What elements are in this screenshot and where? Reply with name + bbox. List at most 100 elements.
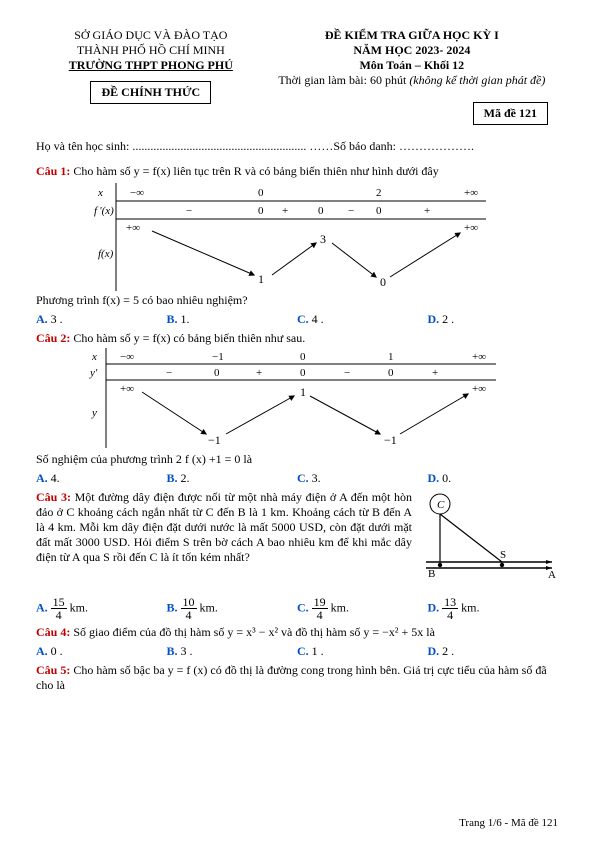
q5-text: Cho hàm số bậc ba y = f (x) có đồ thị là…: [36, 663, 547, 692]
svg-text:+: +: [282, 205, 288, 217]
student-name-field: Họ và tên học sinh: ....................…: [36, 139, 306, 153]
variation-table-2: x y' y −∞ −1 0 1 +∞ − 0 + 0 − 0 + +∞ −1 …: [76, 348, 558, 448]
svg-text:0: 0: [258, 205, 264, 217]
student-id-field: ……Số báo danh: ……………….: [306, 139, 474, 153]
time-italic: (không kể thời gian phát đề): [409, 73, 545, 87]
q3-B: B. 104 km.: [167, 596, 298, 621]
q4-label: Câu 4:: [36, 625, 70, 639]
question-5: Câu 5: Cho hàm số bậc ba y = f (x) có đồ…: [36, 663, 558, 693]
q5-label: Câu 5:: [36, 663, 70, 677]
q1-label: Câu 1:: [36, 164, 70, 178]
svg-text:1: 1: [300, 385, 306, 399]
q4-A: A. 0 .: [36, 644, 167, 659]
svg-text:0: 0: [300, 351, 306, 363]
svg-text:0: 0: [380, 275, 386, 289]
svg-text:0: 0: [318, 205, 324, 217]
exam-page: SỞ GIÁO DỤC VÀ ĐÀO TẠO THÀNH PHỐ HỒ CHÍ …: [0, 0, 594, 843]
svg-text:0: 0: [214, 367, 220, 379]
time-prefix: Thời gian làm bài: 60 phút: [278, 73, 409, 87]
svg-text:+∞: +∞: [472, 383, 486, 395]
svg-text:−1: −1: [212, 351, 224, 363]
svg-text:0: 0: [258, 187, 264, 199]
dept-line-1: SỞ GIÁO DỤC VÀ ĐÀO TẠO: [36, 28, 266, 43]
svg-text:+: +: [424, 205, 430, 217]
q3-text: Một đường dây điện được nối từ một nhà m…: [36, 490, 412, 564]
svg-text:3: 3: [320, 232, 326, 246]
q3-answers: A. 154 km. B. 104 km. C. 194 km. D. 134 …: [36, 596, 558, 621]
svg-text:A: A: [548, 569, 556, 581]
q4-C: C. 1 .: [297, 644, 428, 659]
question-3: Câu 3: Một đường dây điện được nối từ mộ…: [36, 490, 558, 590]
svg-text:−: −: [344, 367, 350, 379]
svg-text:−∞: −∞: [120, 351, 134, 363]
q4-D: D. 2 .: [428, 644, 559, 659]
q2-answers: A. 4. B. 2. C. 3. D. 0.: [36, 471, 558, 486]
q1-B: B. 1.: [167, 312, 298, 327]
official-exam-box: ĐỀ CHÍNH THỨC: [90, 81, 211, 104]
exam-title: ĐỀ KIỂM TRA GIỮA HỌC KỲ I: [266, 28, 558, 43]
svg-text:f(x): f(x): [98, 248, 114, 260]
exam-year: NĂM HỌC 2023- 2024: [266, 43, 558, 58]
svg-text:y': y': [89, 367, 98, 379]
header: SỞ GIÁO DỤC VÀ ĐÀO TẠO THÀNH PHỐ HỒ CHÍ …: [36, 28, 558, 125]
svg-text:B: B: [428, 568, 435, 580]
svg-text:1: 1: [388, 351, 394, 363]
svg-text:x: x: [91, 351, 97, 363]
q4-text: Số giao điểm của đồ thị hàm số y = x³ − …: [70, 625, 435, 639]
dept-line-2: THÀNH PHỐ HỒ CHÍ MINH: [36, 43, 266, 58]
svg-text:0: 0: [388, 367, 394, 379]
svg-text:−: −: [166, 367, 172, 379]
q2-D: D. 0.: [428, 471, 559, 486]
student-info-line: Họ và tên học sinh: ....................…: [36, 139, 558, 154]
q3-A: A. 154 km.: [36, 596, 167, 621]
svg-text:f '(x): f '(x): [94, 205, 114, 217]
svg-text:+∞: +∞: [472, 351, 486, 363]
svg-text:−1: −1: [208, 433, 221, 447]
q3-C: C. 194 km.: [297, 596, 428, 621]
q2-A: A. 4.: [36, 471, 167, 486]
svg-text:0: 0: [300, 367, 306, 379]
q1-text: Cho hàm số y = f(x) liên tục trên R và c…: [70, 164, 438, 178]
svg-text:S: S: [500, 549, 506, 561]
exam-code-box: Mã đề 121: [473, 102, 548, 125]
question-4: Câu 4: Số giao điểm của đồ thị hàm số y …: [36, 625, 558, 640]
svg-text:+: +: [256, 367, 262, 379]
svg-text:x: x: [97, 187, 103, 199]
svg-text:C: C: [437, 499, 445, 511]
q1-A: A. 3 .: [36, 312, 167, 327]
header-left: SỞ GIÁO DỤC VÀ ĐÀO TẠO THÀNH PHỐ HỒ CHÍ …: [36, 28, 266, 125]
q1-post: Phương trình f(x) = 5 có bao nhiêu nghiệ…: [36, 293, 558, 308]
q1-C: C. 4 .: [297, 312, 428, 327]
svg-text:−1: −1: [384, 433, 397, 447]
q2-C: C. 3.: [297, 471, 428, 486]
svg-text:−: −: [186, 205, 192, 217]
svg-text:0: 0: [376, 205, 382, 217]
svg-text:2: 2: [376, 187, 382, 199]
q2-label: Câu 2:: [36, 331, 70, 345]
q2-post: Số nghiệm của phương trình 2 f (x) +1 = …: [36, 452, 558, 467]
subject-grade: Môn Toán – Khối 12: [266, 58, 558, 73]
q2-B: B. 2.: [167, 471, 298, 486]
svg-text:+: +: [432, 367, 438, 379]
q1-answers: A. 3 . B. 1. C. 4 . D. 2 .: [36, 312, 558, 327]
question-1: Câu 1: Cho hàm số y = f(x) liên tục trên…: [36, 164, 558, 179]
svg-text:−∞: −∞: [130, 187, 144, 199]
exam-code-wrap: Mã đề 121: [266, 94, 558, 125]
q2-text: Cho hàm số y = f(x) có bảng biến thiên n…: [70, 331, 305, 345]
school-name: TRƯỜNG THPT PHONG PHÚ: [36, 58, 266, 73]
page-footer: Trang 1/6 - Mã đề 121: [459, 817, 558, 829]
q4-B: B. 3 .: [167, 644, 298, 659]
svg-text:+∞: +∞: [464, 222, 478, 234]
svg-text:−: −: [348, 205, 354, 217]
svg-text:+∞: +∞: [464, 187, 478, 199]
q1-D: D. 2 .: [428, 312, 559, 327]
q4-answers: A. 0 . B. 3 . C. 1 . D. 2 .: [36, 644, 558, 659]
q3-diagram: C B S A: [420, 490, 558, 590]
svg-text:y: y: [91, 407, 97, 419]
header-right: ĐỀ KIỂM TRA GIỮA HỌC KỲ I NĂM HỌC 2023- …: [266, 28, 558, 125]
q3-D: D. 134 km.: [428, 596, 559, 621]
variation-table-1: x f '(x) f(x) −∞ 0 2 +∞ − 0 + 0 − 0 + +∞…: [76, 183, 558, 291]
svg-text:+∞: +∞: [120, 383, 134, 395]
q3-body: Câu 3: Một đường dây điện được nối từ mộ…: [36, 490, 412, 565]
svg-text:1: 1: [258, 272, 264, 286]
